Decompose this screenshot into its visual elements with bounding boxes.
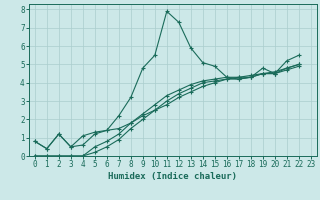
X-axis label: Humidex (Indice chaleur): Humidex (Indice chaleur): [108, 172, 237, 181]
